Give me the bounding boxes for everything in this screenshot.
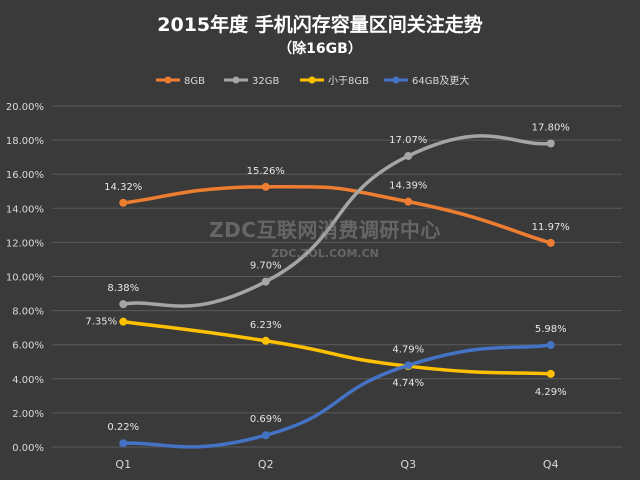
series-line	[121, 184, 553, 245]
data-point	[119, 317, 128, 326]
data-point	[404, 151, 413, 160]
data-point	[546, 238, 555, 247]
series-line	[121, 343, 553, 449]
watermark: ZDC互联网消费调研中心	[209, 218, 441, 242]
data-label: 9.70%	[250, 261, 282, 272]
data-label: 0.69%	[250, 414, 282, 425]
y-tick-label: 0.00%	[12, 443, 44, 454]
legend-marker	[308, 76, 316, 84]
data-label: 11.97%	[532, 222, 570, 233]
data-point	[119, 198, 128, 207]
y-tick-label: 10.00%	[6, 273, 44, 284]
y-tick-label: 18.00%	[6, 136, 44, 147]
data-point	[404, 197, 413, 206]
data-label: 0.22%	[107, 422, 139, 433]
data-point	[261, 336, 270, 345]
legend-label: 32GB	[252, 76, 279, 87]
data-label: 5.98%	[535, 324, 567, 335]
y-tick-label: 20.00%	[6, 102, 44, 113]
legend-label: 8GB	[184, 76, 205, 87]
y-tick-label: 6.00%	[12, 341, 44, 352]
data-point	[261, 431, 270, 440]
data-point	[546, 369, 555, 378]
chart-title: 2015年度 手机闪存容量区间关注走势	[157, 14, 483, 36]
data-label: 14.39%	[389, 181, 427, 192]
data-point	[119, 300, 128, 309]
y-tick-label: 14.00%	[6, 204, 44, 215]
x-tick-label: Q2	[258, 458, 274, 471]
legend-marker	[164, 76, 172, 84]
data-point	[546, 139, 555, 148]
data-label: 4.79%	[392, 344, 424, 355]
watermark-url: ZDC.ZOL.COM.CN	[271, 247, 379, 260]
chart-subtitle: （除16GB）	[278, 41, 362, 57]
y-tick-label: 8.00%	[12, 307, 44, 318]
y-tick-label: 16.00%	[6, 170, 44, 181]
data-label: 17.80%	[532, 123, 570, 134]
y-tick-label: 4.00%	[12, 375, 44, 386]
legend-label: 小于8GB	[328, 75, 369, 87]
data-label: 6.23%	[250, 320, 282, 331]
x-tick-label: Q4	[543, 458, 559, 471]
data-point	[404, 361, 413, 370]
legend-label: 64GB及更大	[412, 74, 469, 87]
legend-marker	[232, 76, 240, 84]
x-tick-label: Q3	[400, 458, 416, 471]
legend-marker	[392, 76, 400, 84]
y-tick-label: 12.00%	[6, 238, 44, 249]
data-point	[261, 182, 270, 191]
data-point	[119, 439, 128, 448]
data-point	[261, 277, 270, 286]
data-label: 7.35%	[85, 317, 117, 328]
data-label: 8.38%	[107, 283, 139, 294]
series-line	[121, 134, 553, 308]
data-point	[546, 341, 555, 350]
y-tick-label: 2.00%	[12, 409, 44, 420]
data-label: 4.74%	[392, 378, 424, 389]
x-tick-label: Q1	[115, 458, 131, 471]
series-line	[121, 319, 553, 376]
data-label: 14.32%	[104, 182, 142, 193]
data-label: 15.26%	[247, 166, 285, 177]
data-label: 4.29%	[535, 387, 567, 398]
data-label: 17.07%	[389, 135, 427, 146]
